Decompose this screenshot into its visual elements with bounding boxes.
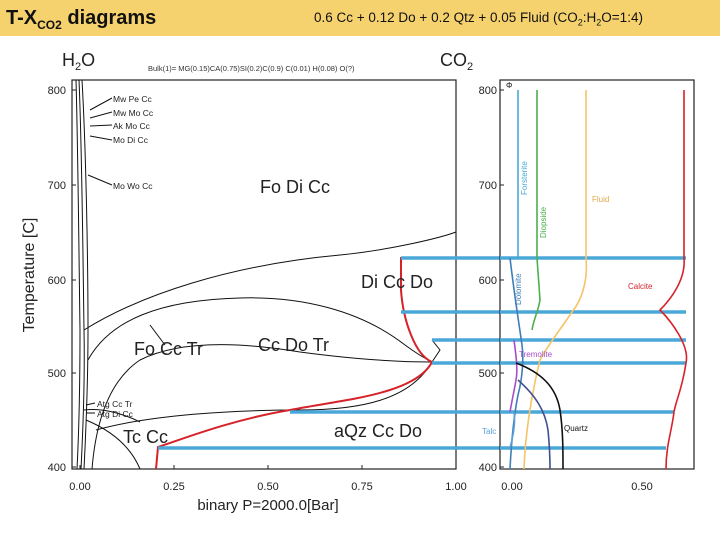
tremolite-curve [509,339,518,413]
field-label-cc-do-tr: Cc Do Tr [258,335,329,355]
phase-boundaries [75,79,457,470]
title-bar: T-XCO2 diagrams 0.6 Cc + 0.12 Do + 0.2 Q… [0,0,720,36]
x-tick-label: 0.00 [69,481,90,493]
right-y-tick-label: 600 [479,275,497,287]
right-y-tick-label: 800 [479,85,497,97]
right-x-tick-label: 0.50 [631,481,652,493]
h2o-end-label: H2O [62,50,95,73]
reaction-curve [155,257,456,470]
small-field-label: Mw Pe Cc [113,94,152,104]
x-tick-label: 0.25 [163,481,184,493]
quartz-curve [515,362,564,470]
bulk-composition-label: Bulk(1)= MG(0.15)CA(0.75)SI(0.2)C(0.9) C… [148,64,355,73]
field-label-di-cc-do: Di Cc Do [361,272,433,292]
boundary-line [78,79,85,470]
boundary-line [431,339,441,363]
x-axis-label: binary P=2000.0[Bar] [197,497,338,514]
x-tick-label: 1.00 [445,481,466,493]
phase-label-tremolite: Tremolite [519,350,553,359]
boundary-line [75,79,81,470]
x-tick-label: 0.75 [351,481,372,493]
left-ticks [72,89,457,469]
boundary-line [83,231,457,331]
field-label-tc-cc: Tc Cc [123,427,168,447]
phase-label-dolomite: Dolomite [514,273,523,305]
boundary-line [87,297,433,363]
field-label-fo-cc-tr: Fo Cc Tr [134,339,203,359]
small-field-label: Mw Mo Cc [113,108,154,118]
y-tick-label: 600 [48,275,66,287]
composition-caption: 0.6 Cc + 0.12 Do + 0.2 Qtz + 0.05 Fluid … [314,10,643,28]
boundary-line [81,79,89,470]
x-tick-label: 0.50 [257,481,278,493]
boundary-line [91,344,433,470]
small-field-label: Mo Wo Cc [113,181,153,191]
right-y-tick-label: 500 [479,368,497,380]
boundary-line [83,409,141,423]
small-field-label: Atg Di Cc [97,409,134,419]
co2-end-label: CO2 [440,50,473,73]
label-leader [149,324,166,346]
phase-label-forsterite: Forsterite [520,161,529,195]
small-field-label: Ak Mo Cc [113,121,151,131]
txco2-diagram: 800 700 600 500 400 0.00 0.25 0.50 0.75 … [21,50,695,514]
slide-title: T-XCO2 diagrams [6,7,157,32]
right-ticks [500,89,504,468]
phase-label-calcite: Calcite [628,282,653,291]
phase-label-quartz: Quartz [564,424,588,433]
talc-curve [509,411,516,449]
y-tick-label: 500 [48,368,66,380]
y-axis-label: Temperature [C] [21,218,38,333]
phase-label-fluid: Fluid [592,195,609,204]
field-label-aqz-cc-do: aQz Cc Do [334,421,422,441]
y-tick-label: 400 [48,462,66,474]
left-plot-frame [71,79,457,470]
label-leaders [85,402,96,414]
right-panel: 800 700 600 500 400 0.00 0.50 Φ Forsteri… [479,79,695,493]
small-field-label: Atg Cc Tr [97,399,133,409]
fluid-curve [523,90,588,470]
right-y-tick-label: 400 [479,462,497,474]
phase-curves [509,90,688,470]
right-plot-frame [499,79,695,470]
phase-label-diopside: Diopside [539,206,548,238]
label-leaders [87,97,113,186]
y-tick-label: 800 [48,85,66,97]
field-label-fo-di-cc: Fo Di Cc [260,177,330,197]
phi-symbol: Φ [506,81,512,90]
boundary-line [95,361,433,431]
quartz-secondary-curve [517,379,551,470]
y-tick-label: 700 [48,180,66,192]
small-field-label: Mo Di Cc [113,135,149,145]
phase-label-talc: Talc [482,427,496,436]
right-x-tick-label: 0.00 [501,481,522,493]
diopside-curve [531,90,541,331]
calcite-curve [658,90,688,470]
boundary-line [85,419,141,470]
right-y-tick-label: 700 [479,180,497,192]
